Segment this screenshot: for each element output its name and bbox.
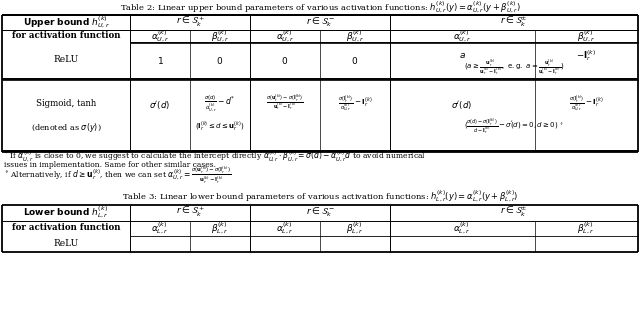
- Text: $\alpha_{L,r}^{(k)}$: $\alpha_{L,r}^{(k)}$: [276, 220, 294, 236]
- Text: $1$: $1$: [157, 55, 163, 66]
- Text: Sigmoid, tanh: Sigmoid, tanh: [36, 99, 96, 107]
- Text: $\frac{\sigma(d)}{\alpha_{U,r}^{(k)}} - d^{*}$: $\frac{\sigma(d)}{\alpha_{U,r}^{(k)}} - …: [204, 93, 236, 113]
- Text: ReLU: ReLU: [53, 240, 79, 248]
- Text: (denoted as $\sigma(y)$): (denoted as $\sigma(y)$): [31, 121, 101, 133]
- Text: $\mathbf{Upper\ bound}\ h_{U,r}^{(k)}$: $\mathbf{Upper\ bound}\ h_{U,r}^{(k)}$: [22, 14, 109, 30]
- Text: for activation function: for activation function: [12, 223, 120, 231]
- Text: $r \in \mathcal{S}_k^-$: $r \in \mathcal{S}_k^-$: [306, 205, 334, 219]
- Text: ${}^{*}$ If $\alpha_{U,r}^{(k)}$ is close to 0, we suggest to calculate the inte: ${}^{*}$ If $\alpha_{U,r}^{(k)}$ is clos…: [4, 149, 426, 164]
- Text: $r \in \mathcal{S}_k^{\pm}$: $r \in \mathcal{S}_k^{\pm}$: [500, 205, 528, 219]
- Text: $\sigma'(d)$: $\sigma'(d)$: [451, 99, 472, 111]
- Text: $0$: $0$: [282, 55, 289, 66]
- Text: $\beta_{L,r}^{(k)}$: $\beta_{L,r}^{(k)}$: [577, 220, 595, 236]
- Text: $\beta_{U,r}^{(k)}$: $\beta_{U,r}^{(k)}$: [577, 28, 595, 44]
- Text: for activation function: for activation function: [12, 30, 120, 40]
- Text: ReLU: ReLU: [53, 56, 79, 64]
- Text: $\sigma'(d)$: $\sigma'(d)$: [149, 99, 171, 111]
- Text: $\frac{\sigma(\mathbf{l}_r^{(k)})}{\alpha_{U,r}^{(k)}} - \mathbf{l}_r^{(k)}$: $\frac{\sigma(\mathbf{l}_r^{(k)})}{\alph…: [338, 93, 372, 113]
- Text: $\beta_{L,r}^{(k)}$: $\beta_{L,r}^{(k)}$: [346, 220, 364, 236]
- Text: $\alpha_{U,r}^{(k)}$: $\alpha_{U,r}^{(k)}$: [452, 28, 472, 44]
- Text: $-\mathbf{l}_r^{(k)}$: $-\mathbf{l}_r^{(k)}$: [576, 49, 596, 63]
- Text: $(a \geq \frac{\mathbf{u}_r^{(k)}}{\mathbf{u}_r^{(k)}-\mathbf{l}_r^{(k)}},\ \mat: $(a \geq \frac{\mathbf{u}_r^{(k)}}{\math…: [464, 58, 564, 78]
- Text: ${}^{\circ}$ Alternatively, if $d \geq \mathbf{u}_r^{(k)}$, then we can set $\al: ${}^{\circ}$ Alternatively, if $d \geq \…: [4, 164, 231, 186]
- Text: $a$: $a$: [458, 51, 465, 61]
- Text: $\beta_{U,r}^{(k)}$: $\beta_{U,r}^{(k)}$: [211, 28, 229, 44]
- Text: $(\mathbf{l}_r^{(k)} \leq d \leq \mathbf{u}_r^{(k)})$: $(\mathbf{l}_r^{(k)} \leq d \leq \mathbf…: [195, 120, 245, 134]
- Text: $\frac{\sigma(\mathbf{l}_r^{(k)})}{\alpha_{U,r}^{(k)}} - \mathbf{l}_r^{(k)}$: $\frac{\sigma(\mathbf{l}_r^{(k)})}{\alph…: [569, 93, 604, 113]
- Text: $\beta_{U,r}^{(k)}$: $\beta_{U,r}^{(k)}$: [346, 28, 364, 44]
- Text: $\frac{\sigma(\mathbf{u}_r^{(k)})-\sigma(\mathbf{l}_r^{(k)})}{\mathbf{u}_r^{(k)}: $\frac{\sigma(\mathbf{u}_r^{(k)})-\sigma…: [266, 93, 304, 113]
- Text: $\alpha_{U,r}^{(k)}$: $\alpha_{U,r}^{(k)}$: [150, 28, 170, 44]
- Text: $\alpha_{L,r}^{(k)}$: $\alpha_{L,r}^{(k)}$: [453, 220, 471, 236]
- Text: Table 2: Linear upper bound parameters of various activation functions: $h_{U,r}: Table 2: Linear upper bound parameters o…: [120, 0, 520, 15]
- Text: $r \in \mathcal{S}_k^{\pm}$: $r \in \mathcal{S}_k^{\pm}$: [500, 15, 528, 29]
- Text: $\mathbf{Lower\ bound}\ h_{L,r}^{(k)}$: $\mathbf{Lower\ bound}\ h_{L,r}^{(k)}$: [23, 204, 109, 220]
- Text: $r \in \mathcal{S}_k^-$: $r \in \mathcal{S}_k^-$: [306, 15, 334, 29]
- Text: $r \in \mathcal{S}_k^+$: $r \in \mathcal{S}_k^+$: [175, 15, 204, 29]
- Text: $\beta_{L,r}^{(k)}$: $\beta_{L,r}^{(k)}$: [211, 220, 228, 236]
- Text: $\alpha_{L,r}^{(k)}$: $\alpha_{L,r}^{(k)}$: [151, 220, 169, 236]
- Text: Table 3: Linear lower bound parameters of various activation functions: $h_{L,r}: Table 3: Linear lower bound parameters o…: [122, 188, 518, 204]
- Text: $0$: $0$: [216, 55, 223, 66]
- Text: $(\frac{\sigma(d)-\sigma(\mathbf{l}_r^{(k)})}{d-\mathbf{l}_r^{(k)}} - \sigma\'(d: $(\frac{\sigma(d)-\sigma(\mathbf{l}_r^{(…: [464, 117, 564, 137]
- Text: $r \in \mathcal{S}_k^+$: $r \in \mathcal{S}_k^+$: [175, 205, 204, 219]
- Text: $0$: $0$: [351, 55, 358, 66]
- Text: $\alpha_{U,r}^{(k)}$: $\alpha_{U,r}^{(k)}$: [276, 28, 294, 44]
- Text: issues in implementation. Same for other similar cases.: issues in implementation. Same for other…: [4, 161, 216, 169]
